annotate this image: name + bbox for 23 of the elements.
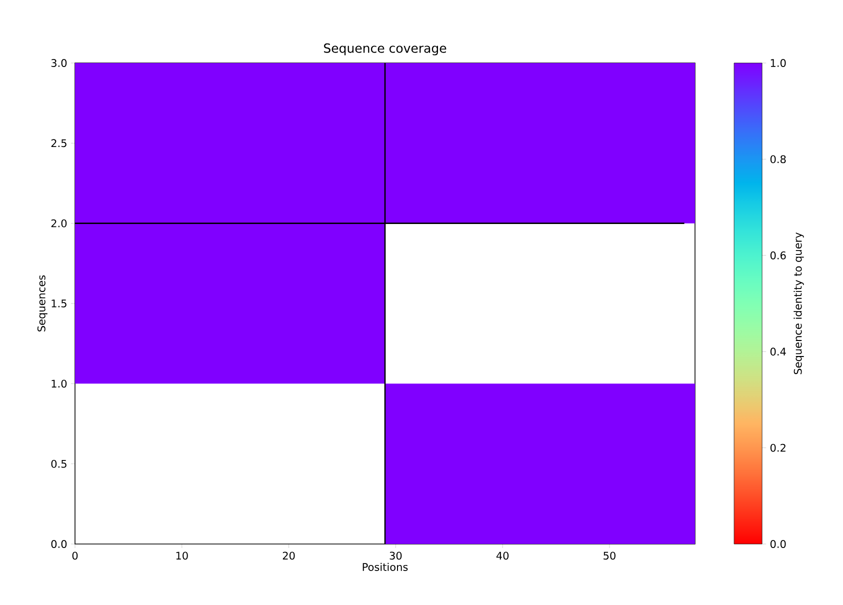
x-tick-label: 30: [390, 552, 402, 560]
color-bar-label: 0.2: [770, 444, 786, 452]
y-tick-label: 2.0: [51, 219, 67, 228]
y-tick-label: 0.5: [51, 460, 66, 468]
y-tick-label: 1.5: [52, 300, 66, 308]
x-tick-label: 50: [604, 552, 616, 560]
x-tick-label: 10: [176, 552, 188, 560]
y-tick-label: 3.0: [51, 59, 67, 67]
color-bar-label: 0.6: [770, 251, 786, 260]
x-tick-label: 0: [72, 552, 78, 560]
y-tick-label: 1.0: [52, 380, 67, 388]
x-tick-label: 40: [496, 552, 509, 560]
y-tick-label: 2.5: [51, 139, 66, 148]
x-axis-title: Positions: [362, 562, 408, 571]
x-tick-label: 20: [282, 552, 295, 560]
y-axis-title: Sequences: [37, 275, 48, 332]
color-bar-label: 0.8: [770, 155, 786, 164]
y-tick-label: 0.0: [51, 540, 67, 548]
color-bar-label: 1.0: [770, 59, 786, 67]
color-bar-label: 0.4: [770, 348, 786, 356]
color-bar-label: 0.0: [770, 540, 786, 548]
chart-title: Sequence coverage: [324, 43, 446, 56]
color-bar-title: Sequence identity to query: [794, 232, 804, 374]
